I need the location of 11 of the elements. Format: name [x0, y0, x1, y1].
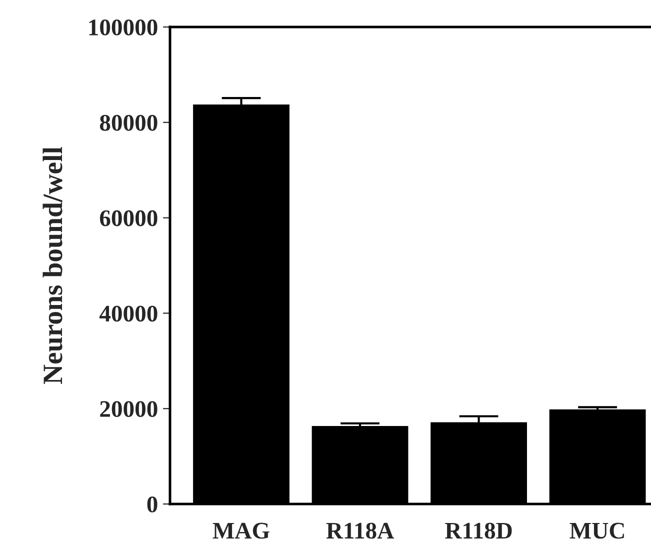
y-axis-title: Neurons bound/well [42, 146, 62, 384]
y-tick-label: 60000 [100, 210, 158, 226]
y-tick-label: 100000 [89, 19, 158, 36]
x-tick-label: R118D [445, 522, 512, 539]
x-tick-label: MUC [570, 522, 624, 539]
y-tick-label: 0 [147, 496, 158, 512]
y-tick-label: 20000 [100, 401, 158, 418]
y-tick-label: 40000 [99, 306, 158, 322]
x-tick-label: R118A [326, 522, 394, 539]
y-tick-label: 80000 [100, 114, 158, 131]
x-tick-label: MAG [212, 522, 270, 539]
